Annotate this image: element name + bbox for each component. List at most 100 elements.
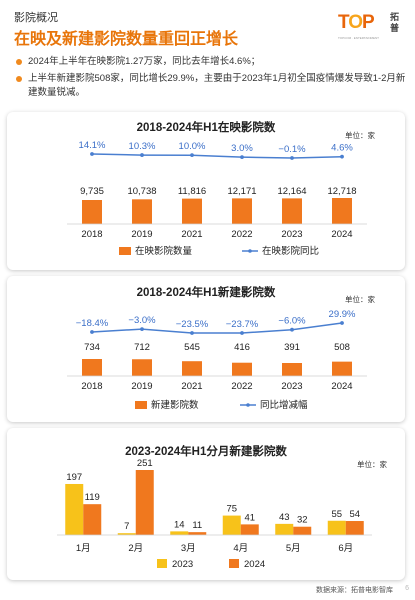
bar	[222, 515, 241, 535]
chart-unit: 单位：家	[345, 294, 375, 304]
line-data-label: −23.5%	[176, 319, 209, 330]
bar	[240, 524, 259, 535]
x-tick-label: 2024	[331, 381, 352, 392]
logo-wordmark: TOP	[338, 12, 375, 33]
legend-swatch-bar	[135, 401, 147, 409]
page-number: 6	[405, 585, 409, 592]
line-point	[140, 153, 144, 157]
x-tick-label: 2023	[281, 381, 302, 392]
bar-data-label: 7	[124, 521, 129, 532]
bar-data-label: 251	[137, 458, 153, 469]
bar-data-label: 734	[84, 342, 100, 353]
bar-data-label: 11,816	[178, 186, 206, 197]
chart-panel-new-cinemas: 2018-2024年H1新建影院数 单位：家 −18.4% −3.0% −23.5% −2…	[7, 276, 405, 422]
x-tick-label: 2023	[281, 229, 302, 240]
bar-data-label: 508	[334, 342, 350, 353]
chart-title: 2018-2024年H1在映影院数	[137, 120, 276, 134]
bar	[83, 504, 102, 535]
bar-data-label: 545	[184, 342, 200, 353]
bar	[275, 523, 294, 535]
bar-data-label: 416	[234, 342, 250, 353]
legend-label: 2023	[172, 559, 193, 570]
line-point	[240, 155, 244, 160]
x-tick-label: 2022	[231, 229, 252, 240]
bar-data-label: 43	[279, 512, 290, 523]
x-tick-label: 2019	[131, 229, 152, 240]
x-tick-label: 2021	[181, 229, 202, 240]
bar	[132, 359, 152, 376]
bar	[282, 198, 302, 224]
bar	[132, 199, 152, 224]
x-tick-label: 2024	[331, 229, 352, 240]
bar	[188, 532, 207, 535]
x-tick-label: 5月	[286, 543, 301, 554]
line-point	[190, 331, 194, 335]
legend-swatch-bar	[119, 247, 131, 255]
x-tick-label: 6月	[338, 543, 353, 554]
legend-swatch-dot	[246, 403, 250, 407]
bar-data-label: 12,164	[277, 186, 306, 197]
legend-swatch-bar	[229, 559, 239, 568]
summary-bullets: 2024年上半年在映影院1.27万家，同比去年增长4.6%； 上半年新建影院50…	[14, 55, 409, 103]
x-tick-label: 4月	[233, 543, 248, 554]
logo-chinese: 拓普	[390, 12, 400, 33]
bar	[170, 531, 189, 535]
bar	[82, 200, 102, 224]
bullet-item: 上半年新建影院508家，同比增长29.9%，主要由于2023年1月初全国疫情爆发…	[14, 72, 409, 100]
bar-data-label: 10,738	[127, 186, 156, 197]
chart-title: 2018-2024年H1新建影院数	[137, 285, 276, 299]
line-point	[340, 154, 344, 159]
chart-title: 2023-2024年H1分月新建影院数	[125, 444, 287, 458]
line-point	[240, 331, 244, 335]
line-data-label: 14.1%	[79, 140, 106, 151]
bar-data-label: 54	[349, 509, 360, 520]
legend-swatch-bar	[157, 559, 167, 568]
bar	[232, 198, 252, 224]
line-point	[90, 152, 94, 156]
section-label: 影院概况	[14, 12, 58, 24]
line-data-label: −18.4%	[76, 318, 109, 329]
bar	[117, 533, 136, 535]
x-tick-label: 2022	[231, 381, 252, 392]
legend-swatch-dot	[248, 249, 252, 253]
chart-panel-monthly-new-cinemas: 2023-2024年H1分月新建影院数 单位：家 197 119 1月 7 251 2月 14 1…	[7, 428, 405, 580]
x-tick-label: 2018	[81, 229, 102, 240]
line-data-label: −0.1%	[278, 144, 306, 155]
line-data-label: 3.0%	[231, 143, 253, 154]
logo-tagline: TOPCOM · ENTERTAINMENT	[338, 36, 380, 40]
bar	[182, 198, 202, 224]
line-data-label: −3.0%	[128, 315, 156, 326]
line-data-label: 10.3%	[129, 141, 156, 152]
bar	[82, 359, 102, 376]
bar-data-label: 12,171	[227, 186, 256, 197]
x-tick-label: 3月	[181, 543, 196, 554]
bar-data-label: 55	[331, 509, 342, 520]
x-tick-label: 2021	[181, 381, 202, 392]
bar-data-label: 9,735	[80, 186, 104, 197]
bar-data-label: 391	[284, 342, 300, 353]
line-series-yoy	[91, 322, 343, 334]
bar	[135, 470, 154, 535]
line-point	[190, 153, 194, 158]
bar	[282, 363, 302, 376]
line-data-label: 10.0%	[179, 141, 206, 152]
chart-unit: 单位：家	[345, 130, 375, 140]
bar	[232, 362, 252, 376]
x-tick-label: 2月	[128, 543, 143, 554]
line-point	[140, 327, 144, 332]
line-data-label: 29.9%	[329, 309, 356, 320]
bar-data-label: 41	[244, 512, 255, 523]
bar	[327, 520, 346, 535]
line-data-label: −6.0%	[278, 316, 306, 327]
data-source: 数据来源：拓普电影智库	[316, 587, 393, 594]
line-data-label: 4.6%	[331, 143, 353, 154]
bar	[345, 521, 364, 535]
bar-data-label: 12,718	[327, 186, 356, 197]
bar-data-label: 197	[66, 472, 82, 483]
bullet-item: 2024年上半年在映影院1.27万家，同比去年增长4.6%；	[14, 55, 409, 69]
line-point	[340, 321, 344, 325]
bar	[65, 483, 84, 535]
bar	[332, 198, 352, 224]
